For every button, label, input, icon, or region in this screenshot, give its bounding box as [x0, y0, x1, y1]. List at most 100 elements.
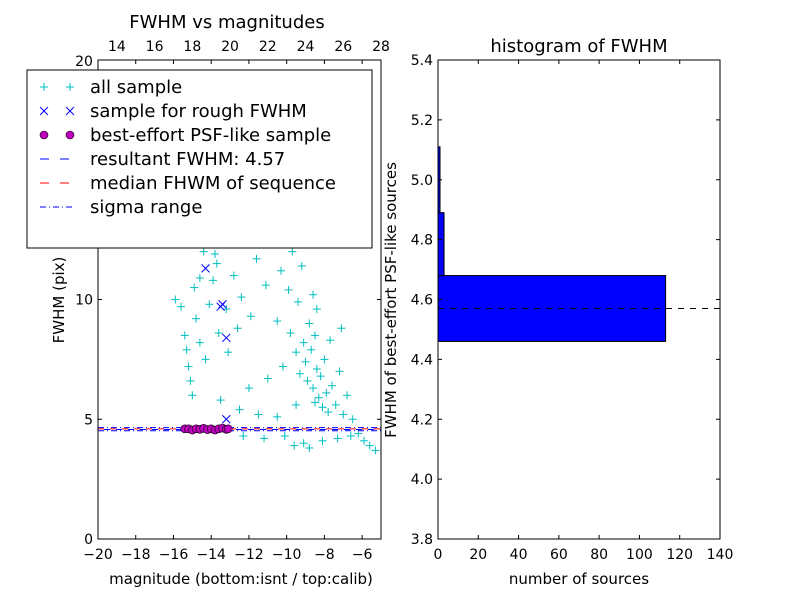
scatter-xtick-label: −20 — [83, 547, 113, 563]
point-all-sample — [273, 317, 282, 326]
scatter-top-tick-label: 18 — [183, 39, 201, 55]
legend-item: all sample — [40, 77, 182, 98]
point-all-sample — [293, 297, 302, 306]
legend-label: best-effort PSF-like sample — [90, 125, 331, 146]
scatter-panel: FWHM vs magnitudes −20 −18 −16 −14 −12 −10 −8−… — [26, 12, 390, 588]
histogram-ytick-label: 5.4 — [411, 53, 433, 69]
legend-item: sigma range — [40, 197, 202, 218]
histogram-xtick-label: 120 — [666, 547, 693, 563]
histogram-ytick-label: 4.2 — [411, 412, 433, 428]
scatter-top-tick-label: 22 — [259, 39, 277, 55]
point-all-sample — [312, 305, 321, 314]
point-all-sample — [171, 295, 180, 304]
scatter-top-tick-label: 24 — [297, 39, 315, 55]
point-all-sample — [254, 410, 263, 419]
histogram-ytick-label: 5.0 — [411, 173, 433, 189]
legend-item: median FHWM of sequence — [40, 173, 336, 194]
scatter-top-tick-label: 28 — [372, 39, 390, 55]
point-all-sample — [190, 283, 199, 292]
point-all-sample — [280, 432, 289, 441]
point-all-sample — [360, 436, 369, 445]
legend-item: best-effort PSF-like sample — [39, 125, 331, 146]
legend-items: all sample sample for rough FWHM best-effo… — [39, 77, 336, 218]
point-all-sample — [339, 410, 348, 419]
point-all-sample — [333, 434, 342, 443]
point-all-sample — [195, 338, 204, 347]
point-rough-sample — [201, 264, 210, 273]
point-all-sample — [295, 369, 304, 378]
point-all-sample — [195, 273, 204, 282]
point-all-sample — [239, 432, 248, 441]
point-all-sample — [343, 391, 352, 400]
legend-marker-circle — [65, 130, 75, 140]
histogram-xtick-label: 40 — [510, 547, 528, 563]
point-all-sample — [316, 372, 325, 381]
point-all-sample — [310, 398, 319, 407]
point-rough-b — [221, 333, 231, 343]
point-all-sample — [288, 247, 297, 256]
point-all-sample — [284, 285, 293, 294]
point-all-sample — [292, 348, 301, 357]
point-all-sample — [331, 400, 340, 409]
histogram-ylabel: FWHM of best-effort PSF-like sources — [382, 162, 400, 438]
scatter-top-tick-label: 20 — [221, 39, 239, 55]
point-all-sample — [277, 266, 286, 275]
legend-box — [26, 69, 373, 249]
scatter-xtick-label: −16 — [159, 547, 189, 563]
point-all-sample — [261, 281, 270, 290]
point-all-sample — [314, 393, 323, 402]
histogram-xtick-label: 100 — [626, 547, 653, 563]
point-all-sample — [205, 300, 214, 309]
histogram-xtick-label: 20 — [469, 547, 487, 563]
histogram-panel: histogram of FWHM 0 20 40 60 80 100 120 140 3.8 4… — [382, 36, 733, 588]
point-all-sample — [260, 434, 269, 443]
histogram-axis-ticks: 0 20 40 60 80 100 120 140 3.8 4.0 4.2 4.4 4.6 4.8 5.0 5… — [411, 53, 734, 563]
histogram-xtick-label: 140 — [707, 547, 734, 563]
point-all-sample — [214, 329, 223, 338]
legend-item: sample for rough FWHM — [39, 101, 307, 122]
scatter-ytick-label: 5 — [84, 412, 93, 428]
scatter-title: FWHM vs magnitudes — [129, 12, 324, 33]
point-all-sample — [312, 364, 321, 373]
point-all-sample — [246, 312, 255, 321]
legend-marker-x — [39, 106, 49, 116]
point-all-sample — [201, 355, 210, 364]
scatter-top-tick-label: 14 — [108, 39, 126, 55]
point-all-sample — [303, 376, 312, 385]
legend-label: all sample — [90, 77, 182, 98]
scatter-xtick-label: −10 — [272, 547, 302, 563]
point-rough-b — [221, 414, 231, 424]
point-all-sample — [297, 261, 306, 270]
point-all-sample — [237, 293, 246, 302]
point-all-sample — [216, 396, 225, 405]
legend-item: resultant FWHM: 4.57 — [40, 149, 285, 170]
scatter-xtick-label: −18 — [121, 547, 151, 563]
point-all-sample — [209, 276, 218, 285]
point-all-sample — [335, 367, 344, 376]
histogram-xlabel: number of sources — [509, 570, 649, 588]
scatter-xlabel: magnitude (bottom:isnt / top:calib) — [109, 570, 373, 588]
point-all-sample — [263, 374, 272, 383]
point-all-sample — [365, 441, 374, 450]
legend-marker-circle — [39, 130, 49, 140]
point-all-sample — [292, 400, 301, 409]
point-all-sample — [290, 441, 299, 450]
point-all-sample — [180, 331, 189, 340]
legend-marker-x — [65, 106, 75, 116]
point-all-sample — [318, 436, 327, 445]
point-rough-b — [218, 299, 227, 309]
histogram-xtick-label: 80 — [590, 547, 608, 563]
scatter-top-tick-label: 16 — [146, 39, 164, 55]
point-all-sample — [305, 443, 314, 452]
scatter-ytick-label: 20 — [75, 54, 93, 70]
point-all-sample — [318, 403, 327, 412]
histogram-ytick-label: 4.8 — [411, 233, 433, 249]
scatter-xtick-label: −14 — [196, 547, 226, 563]
histogram-ytick-label: 4.4 — [411, 352, 433, 368]
scatter-top-tick-label: 26 — [334, 39, 352, 55]
point-all-sample — [371, 446, 380, 455]
histogram-xtick-label: 0 — [434, 547, 443, 563]
scatter-ytick-label: 10 — [75, 293, 93, 309]
histogram-title: histogram of FWHM — [490, 36, 667, 57]
histogram-bar — [437, 212, 445, 277]
